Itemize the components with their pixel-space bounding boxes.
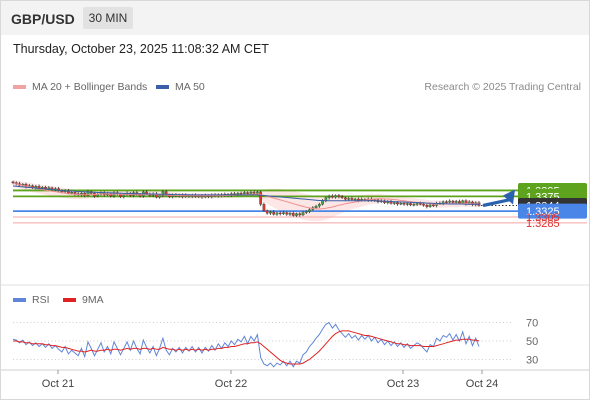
price-label-4: 1.3305 bbox=[526, 212, 560, 224]
rsi-tick-label-2: 30 bbox=[526, 354, 538, 366]
rsi-swatch-icon bbox=[13, 298, 26, 303]
candle-body bbox=[259, 191, 263, 205]
candle-body bbox=[327, 195, 331, 198]
ma9-swatch-icon bbox=[63, 298, 76, 303]
legend-9ma: 9MA bbox=[63, 294, 104, 306]
candle-body bbox=[158, 195, 161, 198]
candle-body bbox=[295, 213, 298, 216]
x-tick-label-0: Oct 21 bbox=[42, 378, 74, 390]
candle-body bbox=[415, 203, 419, 205]
candle-body bbox=[428, 204, 432, 207]
x-tick-label-2: Oct 23 bbox=[387, 378, 419, 390]
candle-body bbox=[357, 198, 360, 201]
ma50-line bbox=[12, 185, 479, 205]
candle-body bbox=[350, 198, 354, 200]
ma50-swatch-icon bbox=[156, 85, 169, 90]
candle-body bbox=[161, 191, 165, 196]
candle-body bbox=[109, 193, 113, 197]
bollinger-band-area bbox=[13, 179, 479, 222]
chart-timestamp: Thursday, October 23, 2025 11:08:32 AM C… bbox=[13, 42, 269, 56]
candle-body bbox=[402, 202, 406, 205]
candle-body bbox=[269, 211, 272, 214]
candle-body bbox=[347, 198, 351, 200]
candle-body bbox=[399, 202, 403, 205]
candle-body bbox=[252, 192, 256, 194]
candle-body bbox=[340, 196, 344, 198]
candle-body bbox=[275, 212, 279, 215]
candle-body bbox=[301, 212, 305, 216]
candle-body bbox=[308, 209, 311, 212]
candle-body bbox=[396, 202, 399, 205]
candle-body bbox=[40, 187, 44, 189]
candle-body bbox=[73, 192, 77, 194]
candle-body bbox=[70, 192, 74, 194]
candle-body bbox=[334, 195, 337, 198]
candle-body bbox=[265, 210, 269, 214]
candle-body bbox=[285, 212, 289, 215]
candle-body bbox=[409, 203, 412, 206]
candle-body bbox=[304, 211, 308, 213]
candle-body bbox=[454, 201, 458, 203]
legend-rsi-label: RSI bbox=[32, 294, 50, 306]
widget-header: GBP/USD 30 MIN bbox=[1, 1, 589, 35]
research-credit: Research © 2025 Trading Central bbox=[424, 81, 581, 93]
candle-body bbox=[236, 192, 240, 195]
candle-body bbox=[314, 205, 318, 209]
candle-body bbox=[288, 213, 292, 215]
candle-body bbox=[34, 186, 38, 188]
candle-body bbox=[418, 203, 422, 205]
candle-body bbox=[445, 201, 448, 203]
legend-ma20-label: MA 20 + Bollinger Bands bbox=[32, 81, 148, 93]
legend-ma50-label: MA 50 bbox=[175, 81, 205, 93]
forecast-arrow-head-icon bbox=[503, 189, 515, 205]
candle-body bbox=[392, 202, 396, 204]
timeframe-button[interactable]: 30 MIN bbox=[83, 7, 133, 29]
rsi-tick-label-0: 70 bbox=[526, 318, 538, 330]
candle-body bbox=[291, 213, 295, 216]
candle-body bbox=[262, 204, 266, 211]
candle-body bbox=[451, 200, 455, 203]
candle-body bbox=[337, 195, 341, 197]
candle-body bbox=[331, 195, 334, 198]
legend-rsi: RSI bbox=[13, 294, 50, 306]
candle-body bbox=[246, 192, 249, 194]
candle-body bbox=[422, 203, 425, 206]
candle-body bbox=[353, 198, 357, 201]
candle-body bbox=[11, 181, 15, 184]
x-tick-label-3: Oct 24 bbox=[466, 378, 498, 390]
rsi-tick-label-1: 50 bbox=[526, 336, 538, 348]
candle-body bbox=[282, 212, 285, 214]
candle-body bbox=[458, 201, 461, 204]
candle-body bbox=[432, 204, 435, 207]
ma20-swatch-icon bbox=[13, 85, 26, 90]
candle-body bbox=[122, 194, 126, 197]
forecast-arrow-shaft bbox=[482, 197, 512, 208]
candle-body bbox=[461, 200, 465, 204]
candle-body bbox=[448, 200, 452, 203]
candle-body bbox=[243, 192, 246, 194]
candle-body bbox=[412, 204, 416, 206]
candle-body bbox=[321, 200, 324, 205]
candle-body bbox=[239, 192, 243, 195]
price-label-3: 1.3325 bbox=[526, 206, 560, 218]
candle-body bbox=[272, 211, 276, 215]
instrument-symbol: GBP/USD bbox=[11, 11, 75, 27]
legend-ma20: MA 20 + Bollinger Bands bbox=[13, 81, 147, 93]
candle-body bbox=[405, 203, 409, 205]
candle-body bbox=[425, 205, 429, 207]
candle-body bbox=[344, 197, 347, 200]
legend-9ma-label: 9MA bbox=[82, 294, 104, 306]
candle-body bbox=[249, 192, 253, 194]
candle-body bbox=[256, 191, 259, 194]
price-label-box-3 bbox=[518, 203, 587, 219]
rsi-9ma-line bbox=[13, 330, 480, 365]
legend-ma50: MA 50 bbox=[156, 81, 205, 93]
price-label-5: 1.3285 bbox=[526, 218, 560, 230]
x-tick-label-1: Oct 22 bbox=[215, 378, 247, 390]
candle-body bbox=[317, 204, 321, 207]
candle-body bbox=[298, 213, 302, 216]
candle-body bbox=[278, 212, 282, 215]
